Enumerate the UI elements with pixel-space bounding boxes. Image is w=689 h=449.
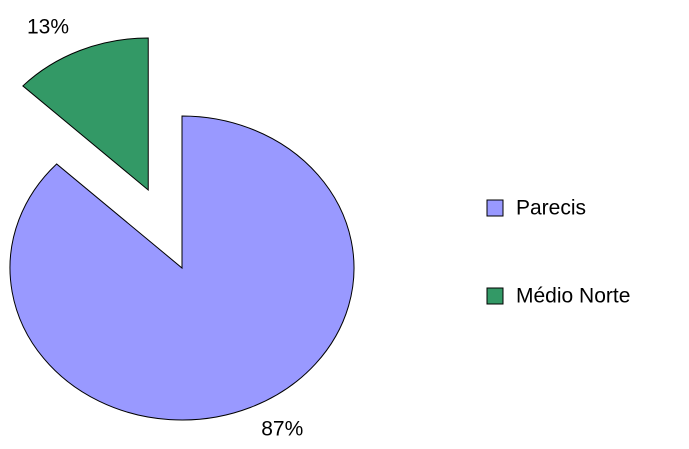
legend-label: Parecis xyxy=(516,197,586,220)
legend-swatch xyxy=(486,287,504,305)
data-label: 13% xyxy=(27,16,69,39)
pie-slice xyxy=(22,37,149,192)
pie-slice xyxy=(9,115,355,421)
data-label: 87% xyxy=(261,417,303,440)
legend-label: Médio Norte xyxy=(516,285,630,308)
legend-swatch xyxy=(486,199,504,217)
